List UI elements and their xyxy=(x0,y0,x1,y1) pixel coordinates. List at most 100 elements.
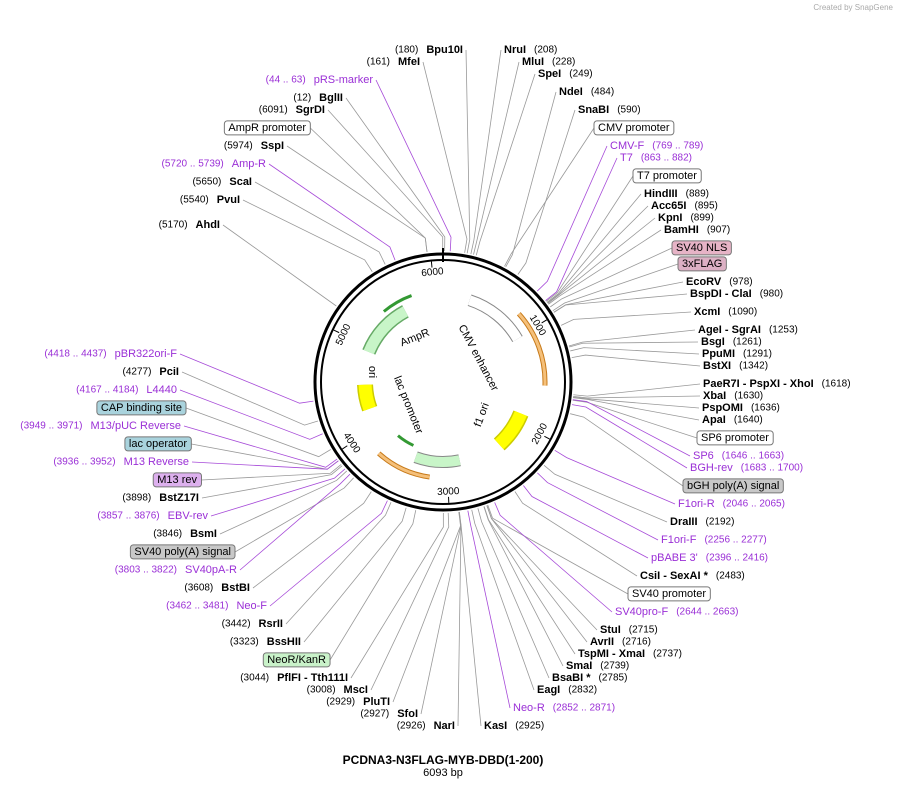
enzyme-label: NruI xyxy=(504,44,526,56)
site-label: (978) xyxy=(729,277,752,288)
enzyme-label: PspOMI xyxy=(702,402,743,414)
site-label: (980) xyxy=(760,289,783,300)
leader-line xyxy=(470,49,502,255)
site-label: (5170) xyxy=(159,220,188,231)
leader-line xyxy=(329,510,417,661)
leader-line xyxy=(375,79,452,252)
site-label: (3857 .. 3876) xyxy=(97,511,159,522)
site-label: (2785) xyxy=(599,673,628,684)
site-label: (1342) xyxy=(739,361,768,372)
enzyme-label: BstZ17I xyxy=(159,492,199,504)
primer-label: EBV-rev xyxy=(168,510,209,522)
site-label: (889) xyxy=(686,189,709,200)
enzyme-label: BglII xyxy=(319,92,343,104)
site-label: (3442) xyxy=(222,619,251,630)
leader-line xyxy=(536,145,608,292)
site-label: (12) xyxy=(293,93,311,104)
leader-line xyxy=(547,205,649,304)
leader-line xyxy=(569,341,699,348)
site-label: (3323) xyxy=(230,637,259,648)
feature-box-label: M13 rev xyxy=(157,474,197,486)
leader-line xyxy=(570,347,700,355)
primer-label: SV40pro-F xyxy=(615,606,668,618)
site-label: (249) xyxy=(569,69,592,80)
leader-line xyxy=(543,465,668,523)
leader-line xyxy=(269,500,388,607)
enzyme-label: MluI xyxy=(522,56,544,68)
enzyme-label: PciI xyxy=(159,366,179,378)
leader-line xyxy=(222,224,337,307)
tick-label: 2000 xyxy=(530,421,550,446)
leader-line xyxy=(554,450,676,505)
enzyme-label: XbaI xyxy=(703,390,726,402)
site-label: (4167 .. 4184) xyxy=(76,385,138,396)
leader-line xyxy=(523,485,649,559)
site-label: (769 .. 789) xyxy=(652,141,703,152)
leader-line xyxy=(573,397,700,421)
enzyme-label: KpnI xyxy=(658,212,682,224)
feature-box-label: 3xFLAG xyxy=(682,258,722,270)
feature-arc xyxy=(358,384,376,411)
feature-box-label: AmpR promoter xyxy=(228,122,306,134)
leader-line xyxy=(504,127,595,267)
leader-line xyxy=(486,505,588,643)
site-label: (2739) xyxy=(600,661,629,672)
feature-box-label: CAP binding site xyxy=(101,402,182,414)
site-label: (1640) xyxy=(734,415,763,426)
primer-label: Amp-R xyxy=(232,158,266,170)
leader-line xyxy=(568,329,696,347)
enzyme-label: PluTI xyxy=(363,696,390,708)
leader-line xyxy=(310,127,428,253)
feature-box xyxy=(152,472,202,488)
enzyme-label: BspDI - ClaI xyxy=(690,288,752,300)
primer-label: Neo-R xyxy=(513,702,545,714)
site-label: (3462 .. 3481) xyxy=(166,601,228,612)
enzyme-label: MfeI xyxy=(398,56,420,68)
feature-label: ori xyxy=(366,366,378,378)
map-title: PCDNA3-N3FLAG-MYB-DBD(1-200) xyxy=(343,753,544,767)
enzyme-label: PflFI - Tth111I xyxy=(277,672,348,684)
leader-line xyxy=(550,247,673,308)
primer-label: pBR322ori-F xyxy=(115,348,178,360)
leader-line xyxy=(181,371,319,426)
primer-label: Neo-F xyxy=(236,600,267,612)
leader-line xyxy=(471,509,535,691)
feature-box xyxy=(627,586,711,602)
site-label: (5540) xyxy=(180,195,209,206)
site-label: (4418 .. 4437) xyxy=(44,349,106,360)
primer-label: M13/pUC Reverse xyxy=(91,420,181,432)
site-label: (907) xyxy=(707,225,730,236)
leader-line xyxy=(477,508,550,679)
enzyme-label: SfoI xyxy=(397,708,418,720)
leader-line xyxy=(552,263,679,311)
primer-label: BGH-rev xyxy=(690,462,733,474)
site-label: (2716) xyxy=(622,637,651,648)
enzyme-label: NdeI xyxy=(559,86,583,98)
enzyme-label: BstBI xyxy=(221,582,250,594)
site-label: (228) xyxy=(552,57,575,68)
site-label: (1683 .. 1700) xyxy=(741,463,803,474)
leader-lines xyxy=(179,49,701,727)
enzyme-label: SgrDI xyxy=(296,104,325,116)
primer-label: pRS-marker xyxy=(314,74,374,86)
leader-line xyxy=(546,193,642,303)
leader-line xyxy=(545,175,634,302)
enzyme-label: KasI xyxy=(484,720,507,732)
enzyme-label: RsrII xyxy=(259,618,283,630)
site-label: (2192) xyxy=(706,517,735,528)
site-label: (899) xyxy=(690,213,713,224)
leader-line xyxy=(573,395,701,399)
leader-line xyxy=(487,504,629,595)
feature-box-label: SV40 NLS xyxy=(676,242,727,254)
leader-line xyxy=(517,109,576,275)
primer-label: F1ori-R xyxy=(678,498,715,510)
enzyme-label: XcmI xyxy=(694,306,720,318)
site-label: (2396 .. 2416) xyxy=(706,553,768,564)
leader-line xyxy=(570,413,684,487)
site-label: (1291) xyxy=(743,349,772,360)
leader-line xyxy=(545,157,618,301)
enzyme-label: TspMI - XmaI xyxy=(578,648,645,660)
site-label: (1646 .. 1663) xyxy=(722,451,784,462)
leader-line xyxy=(239,473,351,571)
enzyme-label: BsaBI * xyxy=(552,672,591,684)
